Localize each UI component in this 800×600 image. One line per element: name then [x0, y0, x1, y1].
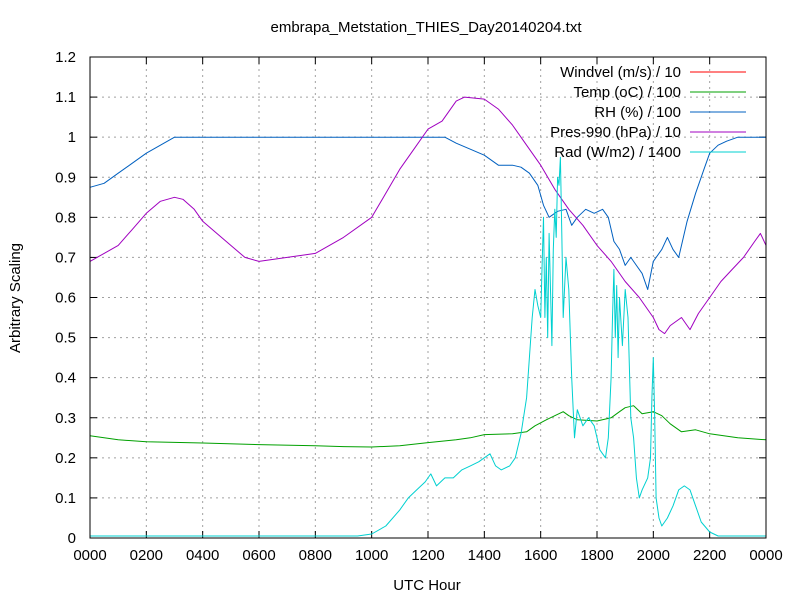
y-tick-label: 0	[68, 530, 76, 547]
y-tick-label: 1.2	[55, 49, 76, 66]
series-line-2	[89, 136, 766, 290]
y-tick-label: 0.8	[55, 209, 76, 226]
x-tick-label: 2200	[693, 547, 726, 564]
y-tick-label: 0.1	[55, 490, 76, 507]
plot-frame	[89, 56, 767, 539]
x-tick-label: 1800	[580, 547, 613, 564]
y-tick-label: 1.1	[55, 89, 76, 106]
series-lines	[89, 96, 767, 537]
series-line-1	[89, 405, 767, 448]
legend-label: Rad (W/m2) / 1400	[554, 144, 681, 161]
legend-label: Pres-990 (hPa) / 10	[550, 124, 681, 141]
legend-label: RH (%) / 100	[594, 104, 681, 121]
y-tick-label: 1	[68, 129, 76, 146]
x-tick-label: 0000	[749, 547, 782, 564]
x-tick-label: 0000	[73, 547, 106, 564]
x-tick-label: 1600	[524, 547, 557, 564]
y-tick-label: 0.6	[55, 290, 76, 307]
x-tick-label: 0800	[299, 547, 332, 564]
chart-title: embrapa_Metstation_THIES_Day20140204.txt	[270, 19, 582, 36]
x-tick-label: 1200	[411, 547, 444, 564]
y-tick-label: 0.2	[55, 450, 76, 467]
legend-label: Temp (oC) / 100	[573, 84, 681, 101]
x-tick-label: 1400	[468, 547, 501, 564]
legend: Windvel (m/s) / 10 Temp (oC) / 100 RH (%) …	[550, 64, 746, 161]
series-line-3	[89, 96, 767, 335]
y-tick-label: 0.9	[55, 169, 76, 186]
x-tick-label: 0400	[186, 547, 219, 564]
y-tick-label: 0.5	[55, 330, 76, 347]
x-tick-label: 1000	[355, 547, 388, 564]
legend-label: Windvel (m/s) / 10	[560, 64, 681, 81]
x-axis-label: UTC Hour	[393, 577, 461, 594]
axis-ticks: 0 0.1 0.2 0.3 0.4 0.5 0.6 0.7 0.8 0.9 1 1.1 1.2 0000 0…	[55, 49, 783, 564]
y-axis-label: Arbitrary Scaling	[7, 243, 24, 353]
x-tick-label: 0200	[130, 547, 163, 564]
x-tick-label: 2000	[637, 547, 670, 564]
x-tick-label: 0600	[242, 547, 275, 564]
y-tick-label: 0.3	[55, 410, 76, 427]
y-tick-label: 0.4	[55, 370, 76, 387]
series-line-4	[90, 156, 766, 537]
y-tick-label: 0.7	[55, 249, 76, 266]
